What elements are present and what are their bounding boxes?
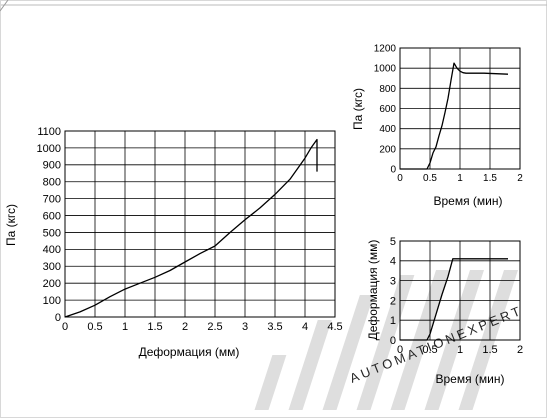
y-tick-label: 800 bbox=[43, 177, 61, 189]
x-axis-label: Время (мин) bbox=[435, 372, 504, 386]
x-tick-label: 4.5 bbox=[327, 321, 342, 333]
series-line-0 bbox=[400, 258, 508, 341]
x-tick-label: 0 bbox=[62, 321, 68, 333]
x-tick-label: 4 bbox=[302, 321, 308, 333]
y-tick-label: 600 bbox=[43, 210, 61, 222]
x-tick-label: 3 bbox=[242, 321, 248, 333]
y-axis-label: Деформация (мм) bbox=[366, 240, 380, 341]
x-tick-label: 0 bbox=[397, 344, 403, 356]
y-tick-label: 0 bbox=[55, 312, 61, 324]
y-tick-label: 600 bbox=[379, 104, 396, 115]
x-axis-label: Время (мин) bbox=[433, 194, 502, 208]
time-deformation-chart: 0 0.5 1 1.5 2 0 1 2 3 4 5 Время (мин) Деформация (… bbox=[366, 236, 523, 386]
x-tick-label: 0.5 bbox=[87, 321, 102, 333]
chart-grid bbox=[399, 47, 521, 170]
chart-grid bbox=[399, 240, 521, 341]
plot-frame bbox=[64, 130, 336, 318]
series-line-0 bbox=[64, 138, 318, 318]
deformation-load-chart: 0 0.5 1 1.5 2 2.5 3 3.5 4 4.5 0 100 200 300 400 500 600 7… bbox=[4, 126, 343, 359]
y-tick-label: 1 bbox=[390, 315, 396, 327]
time-load-chart: 0 0.5 1 1.5 2 0 200 400 600 800 1000 1200 Время (ми… bbox=[351, 44, 523, 209]
x-tick-label: 1 bbox=[457, 344, 463, 356]
y-tick-label: 200 bbox=[379, 144, 396, 155]
y-tick-label: 1000 bbox=[374, 64, 397, 75]
y-tick-label: 300 bbox=[43, 261, 61, 273]
y-axis-label: Па (кгс) bbox=[351, 88, 365, 130]
x-tick-label: 1.5 bbox=[483, 173, 497, 184]
x-tick-label: 0 bbox=[397, 173, 403, 184]
y-tick-label: 4 bbox=[390, 256, 396, 268]
y-tick-label: 1000 bbox=[37, 143, 61, 155]
y-tick-label: 5 bbox=[390, 236, 396, 248]
x-axis-label: Деформация (мм) bbox=[139, 345, 240, 359]
y-tick-label: 700 bbox=[43, 193, 61, 205]
y-tick-label: 1100 bbox=[37, 126, 61, 138]
plot-frame bbox=[399, 47, 521, 170]
y-tick-label: 2 bbox=[390, 295, 396, 307]
corner-mark bbox=[0, 0, 9, 12]
y-tick-label: 500 bbox=[43, 227, 61, 239]
x-tick-label: 1 bbox=[457, 173, 463, 184]
y-tick-label: 200 bbox=[43, 278, 61, 290]
y-tick-label: 400 bbox=[43, 244, 61, 256]
tick-labels: 0 0.5 1 1.5 2 2.5 3 3.5 4 4.5 0 100 200 300 400 500 600 7… bbox=[37, 126, 343, 333]
plot-frame bbox=[399, 240, 521, 341]
chart-grid bbox=[64, 130, 336, 318]
x-tick-label: 2 bbox=[517, 173, 523, 184]
y-tick-label: 400 bbox=[379, 124, 396, 135]
y-tick-label: 900 bbox=[43, 160, 61, 172]
x-tick-label: 1 bbox=[122, 321, 128, 333]
x-tick-label: 1.5 bbox=[482, 344, 497, 356]
tick-labels: 0 0.5 1 1.5 2 0 1 2 3 4 5 bbox=[390, 236, 523, 356]
y-tick-label: 100 bbox=[43, 295, 61, 307]
x-tick-label: 2 bbox=[182, 321, 188, 333]
y-axis-label: Па (кгс) bbox=[4, 204, 18, 246]
x-tick-label: 2.5 bbox=[207, 321, 222, 333]
x-tick-label: 0.5 bbox=[422, 344, 437, 356]
x-tick-label: 0.5 bbox=[423, 173, 437, 184]
x-tick-label: 1.5 bbox=[147, 321, 162, 333]
y-tick-label: 3 bbox=[390, 275, 396, 287]
x-tick-label: 2 bbox=[517, 344, 523, 356]
y-tick-label: 1200 bbox=[374, 44, 397, 55]
y-tick-label: 800 bbox=[379, 84, 396, 95]
y-tick-label: 0 bbox=[390, 335, 396, 347]
x-tick-label: 3.5 bbox=[267, 321, 282, 333]
tick-labels: 0 0.5 1 1.5 2 0 200 400 600 800 1000 1200 bbox=[374, 44, 523, 185]
series-line-0 bbox=[400, 62, 509, 170]
y-tick-label: 0 bbox=[390, 165, 396, 176]
